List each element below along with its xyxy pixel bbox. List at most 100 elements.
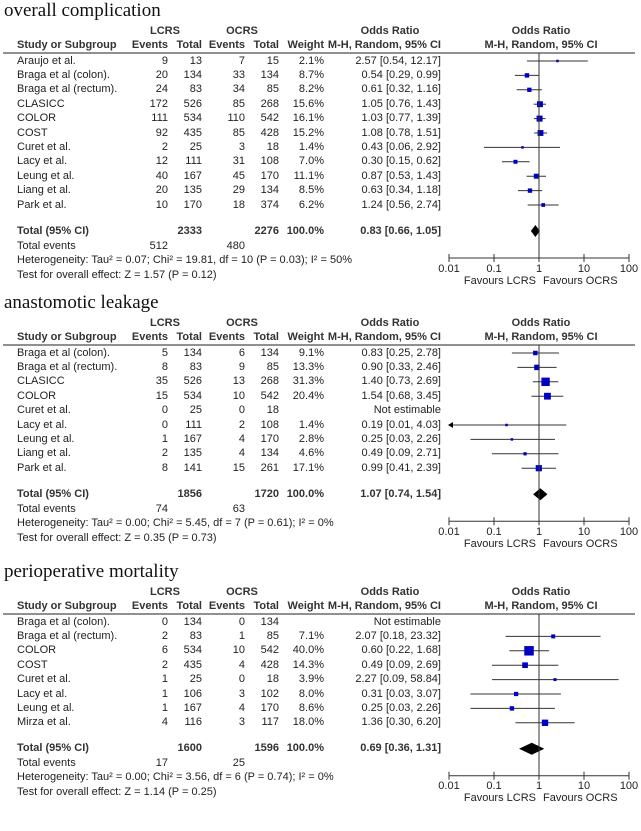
ocrs-total: 85	[266, 360, 279, 373]
odds-ratio-ci: 0.30 [0.15, 0.62]	[361, 155, 441, 168]
pooled-diamond	[530, 225, 540, 237]
total-ocrs: 1596	[254, 742, 279, 755]
odds-ratio-ci: 0.25 [0.03, 2.26]	[361, 432, 441, 445]
odds-ratio-ci: 0.54 [0.29, 0.99]	[361, 68, 441, 81]
ocrs-events: 4	[238, 447, 245, 460]
group1-header: LCRS	[150, 316, 180, 329]
ocrs-events: 0	[238, 404, 245, 417]
total1-header: Total	[176, 599, 202, 612]
odds-ratio-ci: 1.08 [0.78, 1.51]	[361, 126, 441, 139]
odds-ratio-ci: 0.90 [0.33, 2.46]	[361, 360, 441, 373]
lcrs-total: 13	[189, 54, 202, 67]
favours-right-label: Favours OCRS	[543, 792, 618, 805]
weight-value: 13.3%	[292, 360, 324, 373]
total-lcrs: 1856	[177, 487, 202, 500]
weight-value: 6.2%	[298, 198, 324, 211]
study-marker	[541, 203, 546, 207]
odds-ratio-ci: 1.40 [0.73, 2.69]	[361, 375, 441, 388]
odds-ratio-ci: 2.07 [0.18, 23.32]	[355, 629, 441, 642]
weight-header: Weight	[287, 38, 324, 51]
ocrs-events: 33	[232, 68, 245, 81]
study-name: CLASICC	[17, 375, 65, 388]
total-ci: 0.83 [0.66, 1.05]	[360, 224, 441, 237]
lcrs-events: 2	[161, 447, 168, 460]
lcrs-total: 534	[183, 644, 202, 657]
total1-header: Total	[176, 38, 202, 51]
or-method-header: M-H, Random, 95% CI	[327, 330, 441, 343]
study-marker	[524, 646, 534, 656]
ocrs-total: 15	[266, 54, 279, 67]
lcrs-total: 534	[183, 112, 202, 125]
pooled-diamond	[533, 488, 548, 501]
ocrs-total: 542	[260, 389, 279, 402]
ocrs-total: 18	[266, 673, 279, 686]
group1-header: LCRS	[150, 585, 180, 598]
weight-value: 9.1%	[298, 346, 324, 359]
study-name: Park et al.	[17, 461, 67, 474]
odds-ratio-ci: 2.57 [0.54, 12.17]	[355, 54, 441, 67]
ocrs-events: 2	[238, 418, 245, 431]
study-name: Araujo et al.	[17, 54, 76, 67]
lcrs-events: 6	[161, 644, 168, 657]
lcrs-events: 2	[161, 658, 168, 671]
total-ocrs: 2276	[254, 224, 279, 237]
study-name: Park et al.	[17, 198, 67, 211]
study-name: Lacy et al.	[17, 687, 68, 700]
study-marker	[536, 115, 543, 122]
panel-title: overall complication	[4, 0, 161, 21]
ocrs-events: 7	[238, 54, 245, 67]
total-events-lcrs: 512	[149, 239, 168, 252]
weight-value: 11.1%	[293, 169, 324, 182]
study-name: COLOR	[17, 112, 57, 125]
lcrs-total: 526	[183, 375, 202, 388]
odds-ratio-ci: Not estimable	[373, 404, 441, 417]
study-marker	[527, 188, 533, 193]
lcrs-events: 0	[161, 418, 168, 431]
lcrs-total: 534	[183, 389, 202, 402]
weight-value: 14.3%	[292, 658, 324, 671]
axis-tick-label: 0.1	[486, 780, 502, 793]
group2-header: OCRS	[226, 24, 258, 37]
ocrs-total: 18	[266, 404, 279, 417]
favours-left-label: Favours LCRS	[463, 792, 536, 805]
ocrs-total: 134	[260, 184, 279, 197]
lcrs-events: 20	[155, 184, 168, 197]
lcrs-events: 40	[155, 169, 168, 182]
lcrs-events: 9	[161, 54, 168, 67]
lcrs-events: 1	[161, 687, 168, 700]
lcrs-total: 111	[185, 155, 202, 168]
total-lcrs: 2333	[177, 224, 202, 237]
group1-header: LCRS	[150, 24, 180, 37]
ocrs-events: 110	[227, 112, 245, 125]
odds-ratio-ci: 0.49 [0.09, 2.71]	[361, 447, 441, 460]
ocrs-events: 31	[232, 155, 245, 168]
lcrs-total: 435	[183, 658, 202, 671]
ocrs-events: 10	[232, 389, 245, 402]
total-events-ocrs: 480	[226, 239, 245, 252]
ocrs-events: 9	[238, 360, 245, 373]
panel-title: perioperative mortality	[4, 561, 179, 582]
ocrs-events: 15	[232, 461, 245, 474]
total-weight: 100.0%	[286, 224, 324, 237]
odds-ratio-ci: 1.05 [0.76, 1.43]	[361, 97, 441, 110]
study-marker	[533, 173, 539, 179]
overall-effect-text: Test for overall effect: Z = 1.14 (P = 0…	[17, 786, 217, 799]
odds-ratio-ci: 0.19 [0.01, 4.03]	[361, 418, 441, 431]
axis-tick-label: 0.1	[486, 525, 502, 538]
events1-header: Events	[131, 330, 168, 343]
odds-ratio-ci: 1.24 [0.56, 2.74]	[361, 198, 441, 211]
ocrs-events: 18	[232, 198, 245, 211]
weight-value: 3.9%	[298, 673, 324, 686]
lcrs-total: 106	[183, 687, 202, 700]
study-name: Braga et al (colon).	[17, 346, 110, 359]
weight-header: Weight	[287, 599, 324, 612]
lcrs-events: 10	[155, 198, 168, 211]
ocrs-events: 3	[238, 716, 245, 729]
study-name: Curet et al.	[17, 404, 71, 417]
weight-value: 1.4%	[298, 140, 324, 153]
ocrs-events: 3	[238, 687, 245, 700]
ocrs-events: 29	[232, 184, 245, 197]
ocrs-events: 4	[238, 658, 245, 671]
plot-header: Odds Ratio	[511, 585, 571, 598]
total-weight: 100.0%	[286, 487, 324, 500]
